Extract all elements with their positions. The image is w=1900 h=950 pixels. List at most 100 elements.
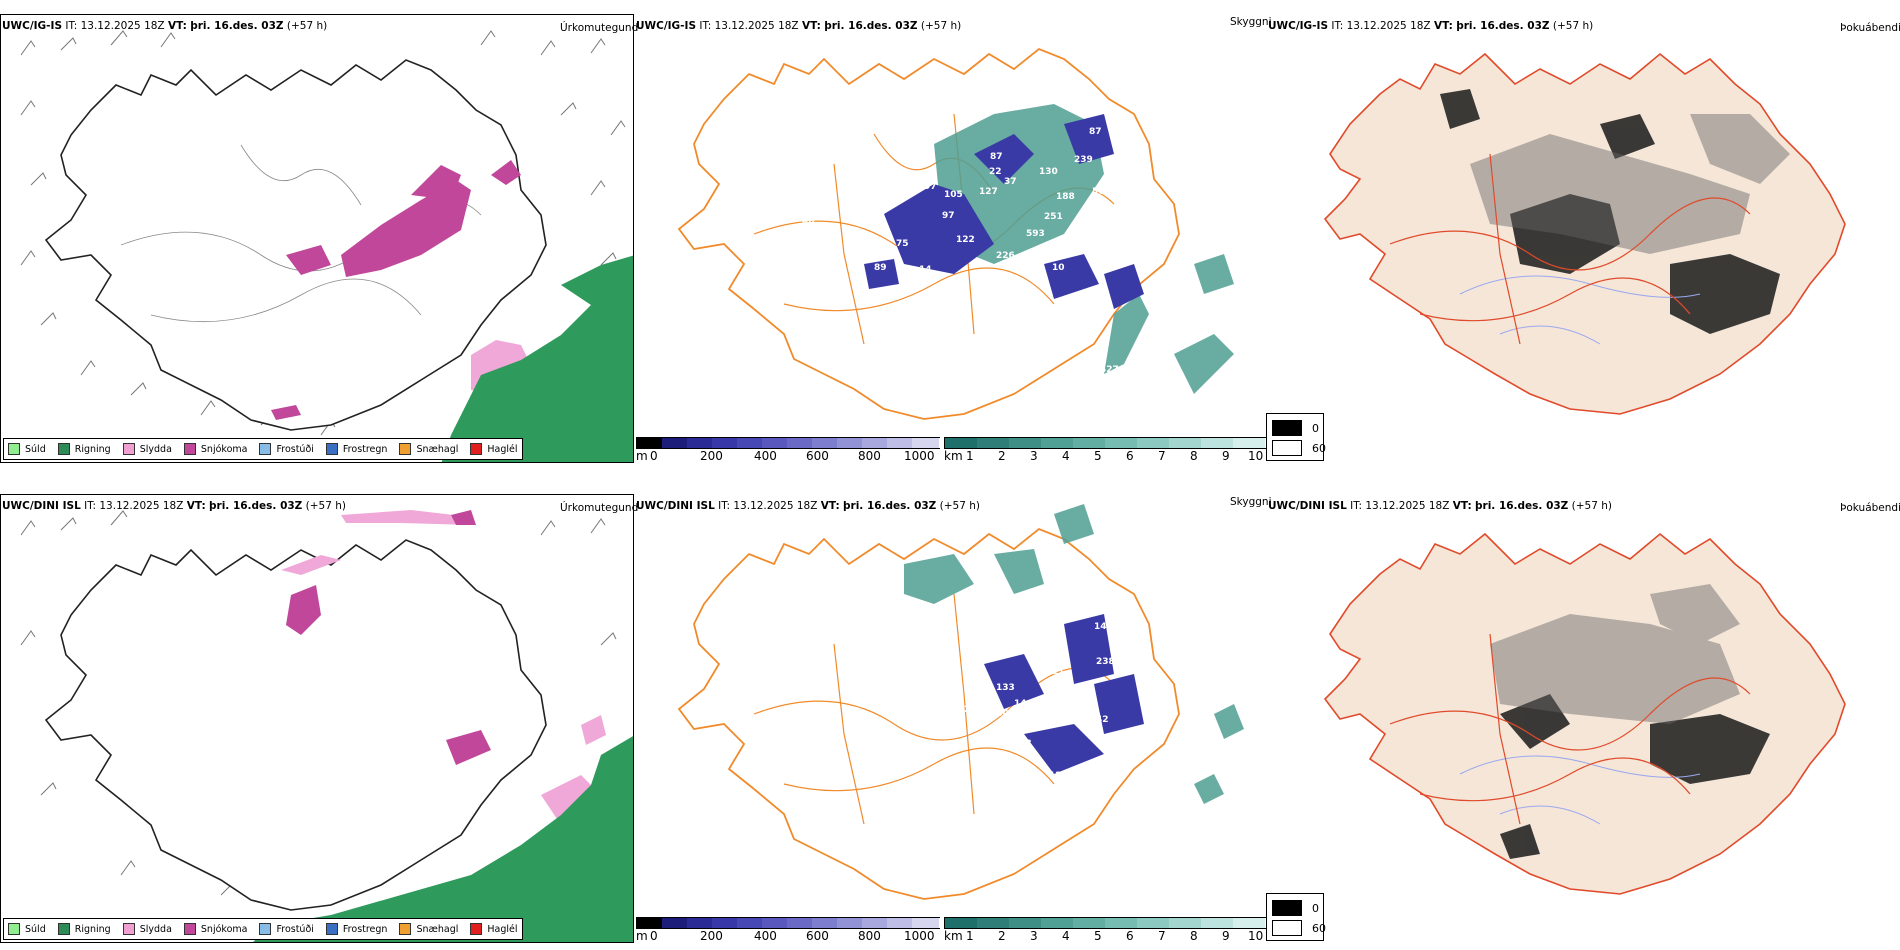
visibility-tick: 6 [1126, 449, 1134, 463]
ceiling-label: 46 [802, 217, 815, 227]
ceiling-tick: 0 [650, 449, 658, 463]
ceiling-colorbar-bottom: m 0 200 400 600 800 1000 [636, 917, 940, 943]
ceiling-panel-bottom: 10 11 14 238 48 21 133 14 180 42 127 18 … [634, 494, 1270, 943]
ceiling-label: 188 [1056, 192, 1075, 202]
ceiling-label: 130 [1039, 167, 1058, 177]
ceiling-map-top: 14 97 105 87 127 22 37 130 239 188 501 4… [677, 47, 1234, 420]
ceiling-label: 75 [896, 239, 909, 249]
panel-title-bottom-1: UWC/DINI ISL IT: 13.12.2025 18Z VT: þri.… [2, 500, 346, 512]
fog-scale-max: 60 [1312, 441, 1326, 455]
legend-item: Snæhagl [399, 923, 458, 935]
fog-panel-bottom [1270, 494, 1900, 943]
ceiling-label: 10 [1044, 610, 1057, 620]
visibility-tick: 10 [1248, 449, 1264, 463]
ceiling-label: 18 [1019, 739, 1032, 749]
visibility-tick: 8 [1190, 929, 1198, 943]
fog-title-bottom: Þokuábendi [1840, 502, 1900, 514]
ceiling-label: 133 [996, 683, 1015, 693]
rain-areas [253, 736, 633, 942]
visibility-tick: 5 [1094, 449, 1102, 463]
visibility-tick: 6 [1126, 929, 1134, 943]
ceiling-label: 251 [1044, 212, 1063, 222]
ceiling-label: 14 [1014, 699, 1027, 709]
visibility-tick: 8 [1190, 449, 1198, 463]
visibility-tick: 4 [1062, 929, 1070, 943]
rain-areas [441, 255, 633, 462]
precip-type-panel-bottom: Súld Rigning Slydda Snjókoma Frostúði Fr… [0, 494, 634, 943]
visibility-colorbar-unit: km [944, 449, 963, 463]
iceland-outline [44, 59, 547, 431]
ceiling-label: 122 [956, 235, 975, 245]
ceiling-label: 456 [1119, 167, 1138, 177]
ceiling-label: 501 [1092, 187, 1111, 197]
ceiling-tick: 400 [754, 929, 777, 943]
ceiling-tick: 800 [858, 449, 881, 463]
ceiling-label: 427 [1100, 365, 1119, 375]
ceiling-map-bottom: 10 11 14 238 48 21 133 14 180 42 127 18 … [677, 504, 1244, 900]
legend-item: Haglél [470, 443, 518, 455]
ceiling-label: 87 [1089, 127, 1102, 137]
ceiling-label: 22 [989, 167, 1002, 177]
ceiling-colorbar-unit: m [636, 449, 648, 463]
ceiling-label: 10 [1052, 263, 1065, 273]
cloud-areas [984, 614, 1144, 774]
ceiling-colorbar-top: m 0 200 400 600 800 1000 [636, 437, 940, 463]
legend-item: Slydda [122, 923, 172, 935]
ceiling-label: 123 [1049, 771, 1068, 781]
ceiling-title-bottom: Skyggni [1230, 496, 1272, 508]
legend-item: Frostregn [325, 923, 387, 935]
ceiling-tick: 600 [806, 449, 829, 463]
cloud-areas [864, 114, 1144, 309]
visibility-tick: 1 [966, 449, 974, 463]
precip-type-map-bottom [20, 510, 633, 942]
legend-item: Slydda [122, 443, 172, 455]
visibility-tick: 1 [966, 929, 974, 943]
visibility-tick: 4 [1062, 449, 1070, 463]
ceiling-tick: 800 [858, 929, 881, 943]
ceiling-label: 96 [1104, 263, 1117, 273]
legend-item: Snæhagl [399, 443, 458, 455]
ceiling-label: 238 [1096, 657, 1115, 667]
ceiling-label: 14 [919, 265, 932, 275]
precip-type-title-top: Úrkomutegund [560, 22, 639, 34]
visibility-tick: 10 [1248, 929, 1264, 943]
visibility-tick: 3 [1030, 929, 1038, 943]
visibility-colorbar-swatches [944, 437, 1266, 449]
ceiling-label: 37 [1004, 177, 1017, 187]
ceiling-tick: 0 [650, 929, 658, 943]
visibility-tick: 9 [1222, 449, 1230, 463]
fog-map-top [1323, 52, 1846, 415]
fog-areas [1440, 89, 1780, 334]
ceiling-label: 29 [964, 705, 977, 715]
ceiling-label: 42 [1096, 715, 1109, 725]
ceiling-label: 117 [1016, 263, 1035, 273]
ceiling-label: 97 [942, 211, 955, 221]
ceiling-tick: 200 [700, 449, 723, 463]
ceiling-tick: 600 [806, 929, 829, 943]
legend-item: Frostregn [325, 443, 387, 455]
ceiling-tick: 1000 [904, 449, 935, 463]
legend-item: Frostúði [259, 443, 314, 455]
snow-areas [271, 160, 521, 420]
fog-scale-bottom: 0 60 [1266, 893, 1326, 941]
legend-item: Súld [8, 923, 46, 935]
ceiling-label: 180 [990, 709, 1009, 719]
precip-legend-top: Súld Rigning Slydda Snjókoma Frostúði Fr… [3, 438, 523, 460]
ceiling-label: 14 [1094, 622, 1107, 632]
legend-item: Frostúði [259, 923, 314, 935]
fog-scale-top: 0 60 [1266, 413, 1326, 461]
visibility-tick: 3 [1030, 449, 1038, 463]
fog-scale-max: 60 [1312, 921, 1326, 935]
visibility-colorbar-bottom: km 1 2 3 4 5 6 7 8 9 10 [944, 917, 1266, 943]
panel-title-bottom-2: UWC/DINI ISL IT: 13.12.2025 18Z VT: þri.… [636, 500, 980, 512]
fog-areas [1500, 694, 1770, 859]
snow-areas [286, 510, 491, 765]
panel-title-top-2: UWC/IG-IS IT: 13.12.2025 18Z VT: þri. 16… [636, 20, 962, 32]
visibility-areas [904, 504, 1244, 804]
ceiling-colorbar-unit: m [636, 929, 648, 943]
ceiling-colorbar-swatches [636, 437, 940, 449]
ceiling-label: 89 [874, 263, 887, 273]
visibility-tick: 2 [998, 929, 1006, 943]
ceiling-tick: 400 [754, 449, 777, 463]
ceiling-colorbar-swatches [636, 917, 940, 929]
